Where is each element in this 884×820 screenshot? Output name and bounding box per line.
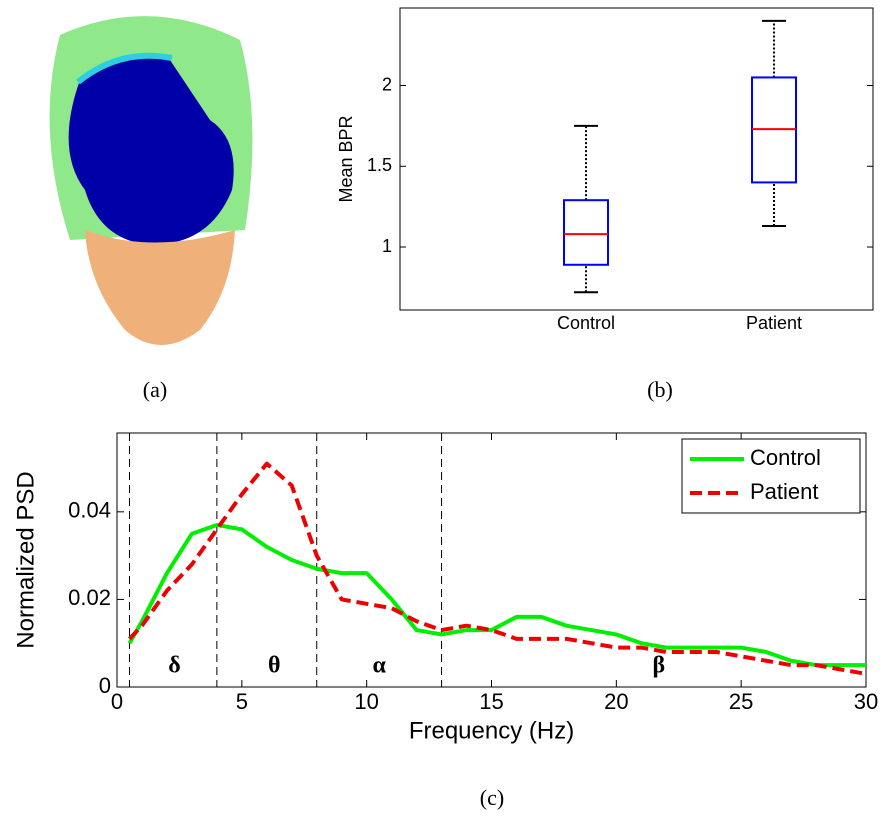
x-tick-label: Control: [557, 313, 615, 333]
series-line: [128, 461, 867, 676]
band-label: δ: [168, 653, 180, 679]
band-label: θ: [268, 653, 281, 679]
x-tick-label: 20: [604, 689, 628, 714]
x-axis-label: Frequency (Hz): [409, 717, 574, 744]
x-tick-label: 5: [236, 689, 248, 714]
legend-label: Patient: [750, 479, 819, 504]
x-tick-label: 15: [479, 689, 503, 714]
head-image: [49, 16, 253, 345]
band-label: β: [652, 653, 665, 679]
band-label: α: [372, 653, 386, 679]
y-tick-label: 0.04: [68, 498, 111, 523]
panel-label: (b): [647, 377, 673, 402]
y-tick-label: 0.02: [68, 585, 111, 610]
y-tick-label: 1: [382, 236, 392, 256]
x-tick-label: Patient: [746, 313, 802, 333]
x-tick-label: 0: [111, 689, 123, 714]
panel-label: (a): [143, 377, 167, 402]
axes-frame: [399, 7, 874, 311]
x-tick-label: 10: [354, 689, 378, 714]
y-tick-label: 2: [382, 74, 392, 94]
legend-label: Control: [750, 445, 821, 470]
y-tick-label: 1.5: [367, 155, 392, 175]
legend-box: [681, 438, 861, 514]
panel-label: (c): [480, 785, 504, 810]
x-tick-label: 25: [729, 689, 753, 714]
y-tick-label: 0: [99, 673, 111, 698]
series-line: [127, 522, 866, 668]
y-axis-label: Normalized PSD: [12, 471, 39, 648]
x-tick-label: 30: [854, 689, 878, 714]
box: [563, 199, 609, 266]
y-axis-label: Mean BPR: [336, 115, 356, 202]
